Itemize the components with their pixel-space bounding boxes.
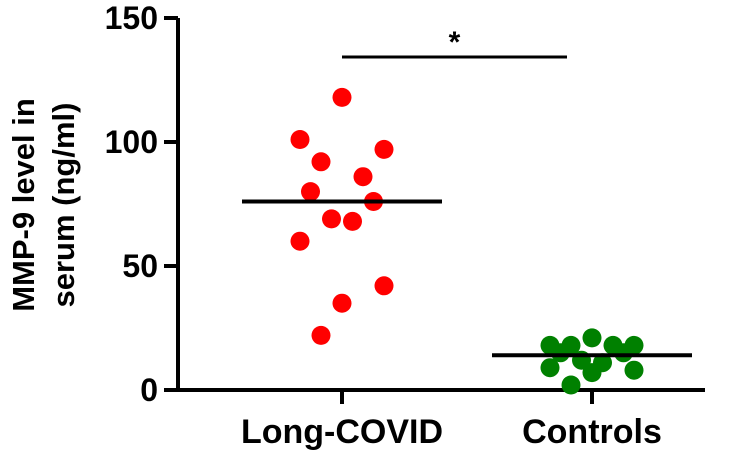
data-point bbox=[374, 139, 394, 159]
y-axis-label-line-1: MMP-9 level in bbox=[6, 98, 41, 312]
data-point bbox=[540, 358, 560, 378]
data-point bbox=[322, 209, 341, 229]
data-marks: * bbox=[242, 26, 692, 395]
data-point bbox=[332, 87, 352, 107]
x-tick-label: Long-COVID bbox=[241, 413, 443, 451]
data-point bbox=[624, 360, 644, 380]
y-tick-label: 50 bbox=[122, 248, 158, 284]
axes: 0 50 100 150 Long-COVID Controls bbox=[105, 0, 705, 451]
data-point bbox=[374, 276, 394, 296]
data-point bbox=[290, 231, 310, 251]
data-point bbox=[311, 325, 331, 345]
data-point bbox=[582, 363, 602, 383]
data-point bbox=[582, 328, 602, 348]
data-point bbox=[551, 343, 570, 363]
data-point bbox=[332, 293, 352, 313]
x-tick-label: Controls bbox=[522, 413, 662, 451]
data-point bbox=[301, 182, 320, 202]
y-axis-label-line-2: serum (ng/ml) bbox=[46, 103, 81, 308]
data-point bbox=[311, 152, 331, 172]
y-tick-label: 150 bbox=[105, 0, 158, 36]
data-point bbox=[290, 130, 310, 149]
y-tick-label: 100 bbox=[105, 124, 158, 160]
data-point bbox=[614, 343, 633, 363]
significance-label: * bbox=[449, 26, 461, 59]
data-point bbox=[353, 167, 373, 187]
data-point bbox=[343, 211, 362, 231]
data-point bbox=[561, 375, 581, 395]
y-tick-label: 0 bbox=[140, 372, 158, 408]
